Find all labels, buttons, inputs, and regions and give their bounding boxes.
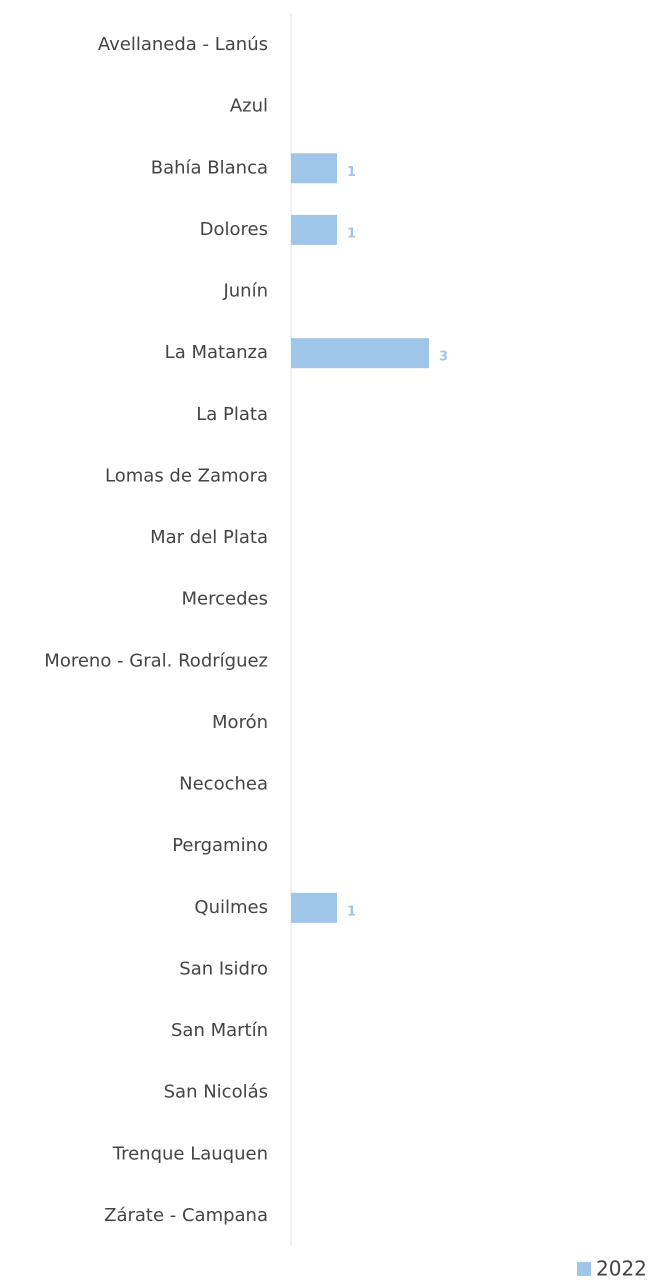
- category-label: Zárate - Campana: [104, 1205, 268, 1226]
- data-label: 3: [439, 350, 448, 365]
- category-label: Mar del Plata: [150, 527, 268, 548]
- category-label: La Matanza: [165, 342, 268, 363]
- bar: [291, 153, 337, 184]
- data-label: 1: [347, 165, 356, 180]
- category-label: Dolores: [200, 219, 268, 240]
- category-label: Necochea: [179, 774, 268, 795]
- category-label: La Plata: [196, 404, 268, 425]
- category-label: Quilmes: [194, 897, 268, 918]
- category-label: San Martín: [171, 1020, 268, 1041]
- bar: [291, 338, 429, 369]
- category-label: Pergamino: [172, 835, 268, 856]
- data-label: 1: [347, 904, 356, 919]
- category-label: San Isidro: [179, 958, 268, 979]
- category-label: Moreno - Gral. Rodríguez: [44, 650, 268, 671]
- category-label: Lomas de Zamora: [105, 465, 268, 486]
- category-label: Azul: [230, 96, 268, 117]
- category-label: Trenque Lauquen: [112, 1143, 268, 1164]
- bar: [291, 892, 337, 923]
- category-label: San Nicolás: [164, 1082, 268, 1103]
- category-label: Bahía Blanca: [151, 157, 268, 178]
- category-label: Mercedes: [182, 589, 268, 610]
- data-label: 1: [347, 226, 356, 241]
- category-label: Junín: [222, 281, 268, 302]
- bar: [291, 214, 337, 245]
- category-label: Avellaneda - Lanús: [98, 34, 268, 55]
- legend-swatch: [577, 1262, 591, 1276]
- legend-label: 2022: [596, 1257, 647, 1281]
- category-label: Morón: [212, 712, 268, 733]
